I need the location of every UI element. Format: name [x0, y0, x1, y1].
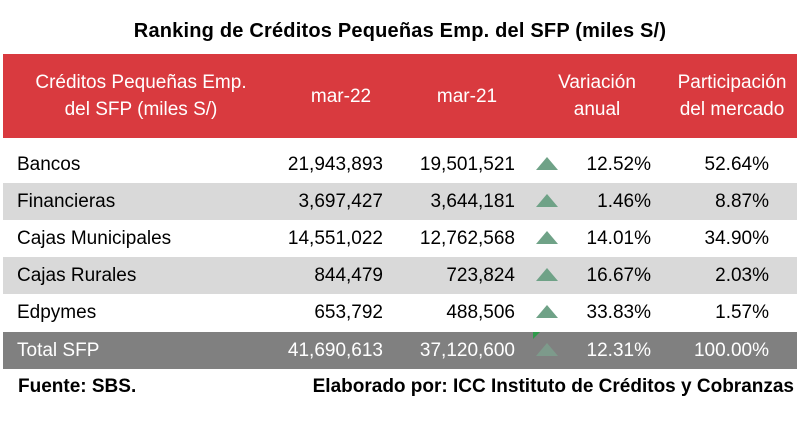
row-value-mar21: 12,762,568 [419, 228, 515, 249]
row-name: Edpymes [17, 302, 97, 323]
row-name: Bancos [17, 154, 81, 175]
row-share: 2.03% [715, 265, 769, 286]
table-row: Edpymes 653,792 488,506 33.83% 1.57% [3, 294, 797, 331]
row-share: 34.90% [704, 228, 769, 249]
total-share: 100.00% [693, 340, 769, 361]
table-row: Cajas Rurales 844,479 723,824 16.67% 2.0… [3, 257, 797, 294]
row-value-mar21: 488,506 [446, 302, 515, 323]
cell-comment-flag-icon [533, 332, 540, 339]
row-value-mar22: 21,943,893 [287, 154, 383, 175]
row-value-mar22: 653,792 [314, 302, 383, 323]
row-variation: 14.01% [586, 228, 651, 249]
row-variation: 16.67% [586, 265, 651, 286]
total-variation: 12.31% [586, 340, 651, 361]
up-triangle-icon [536, 231, 558, 244]
table-row: Financieras 3,697,427 3,644,181 1.46% 8.… [3, 183, 797, 220]
up-triangle-icon [536, 268, 558, 281]
row-name: Cajas Rurales [17, 265, 137, 286]
row-share: 1.57% [715, 302, 769, 323]
row-value-mar22: 14,551,022 [287, 228, 383, 249]
table-title: Ranking de Créditos Pequeñas Emp. del SF… [133, 20, 667, 42]
header-variation-column: Variación anual [531, 54, 663, 138]
row-variation: 12.52% [586, 154, 651, 175]
header-part-line2: del mercado [679, 99, 785, 120]
up-triangle-icon [536, 305, 558, 318]
total-value-mar22: 41,690,613 [287, 340, 383, 361]
row-value-mar22: 3,697,427 [298, 191, 383, 212]
source-note: Fuente: SBS. [18, 376, 137, 397]
row-value-mar21: 3,644,181 [430, 191, 515, 212]
row-name: Financieras [17, 191, 116, 212]
header-var-line2: anual [573, 99, 621, 120]
header-col-mar22: mar-22 [310, 85, 372, 107]
total-name: Total SFP [17, 340, 100, 361]
credit-note: Elaborado por: ICC Instituto de Créditos… [312, 376, 794, 397]
header-part-line1: Participación [677, 72, 787, 93]
row-value-mar22: 844,479 [314, 265, 383, 286]
table-header: Créditos Pequeñas Emp. del SFP (miles S/… [3, 54, 797, 138]
total-value-mar21: 37,120,600 [419, 340, 515, 361]
header-col-mar21: mar-21 [436, 85, 498, 107]
table-row: Bancos 21,943,893 19,501,521 12.52% 52.6… [3, 146, 797, 183]
row-value-mar21: 19,501,521 [419, 154, 515, 175]
header-label-line2: del SFP (miles S/) [64, 99, 218, 120]
up-triangle-icon [536, 343, 558, 356]
row-share: 52.64% [704, 154, 769, 175]
header-share-column: Participación del mercado [663, 54, 800, 138]
table-row: Cajas Municipales 14,551,022 12,762,568 … [3, 220, 797, 257]
header-label-line1: Créditos Pequeñas Emp. [35, 72, 247, 93]
row-variation: 1.46% [597, 191, 651, 212]
header-label-column: Créditos Pequeñas Emp. del SFP (miles S/… [3, 54, 279, 138]
row-name: Cajas Municipales [17, 228, 172, 249]
up-triangle-icon [536, 194, 558, 207]
row-value-mar21: 723,824 [446, 265, 515, 286]
total-row: Total SFP 41,690,613 37,120,600 12.31% 1… [3, 332, 797, 369]
row-share: 8.87% [715, 191, 769, 212]
up-triangle-icon [536, 157, 558, 170]
row-variation: 33.83% [586, 302, 651, 323]
header-var-line1: Variación [558, 72, 636, 93]
